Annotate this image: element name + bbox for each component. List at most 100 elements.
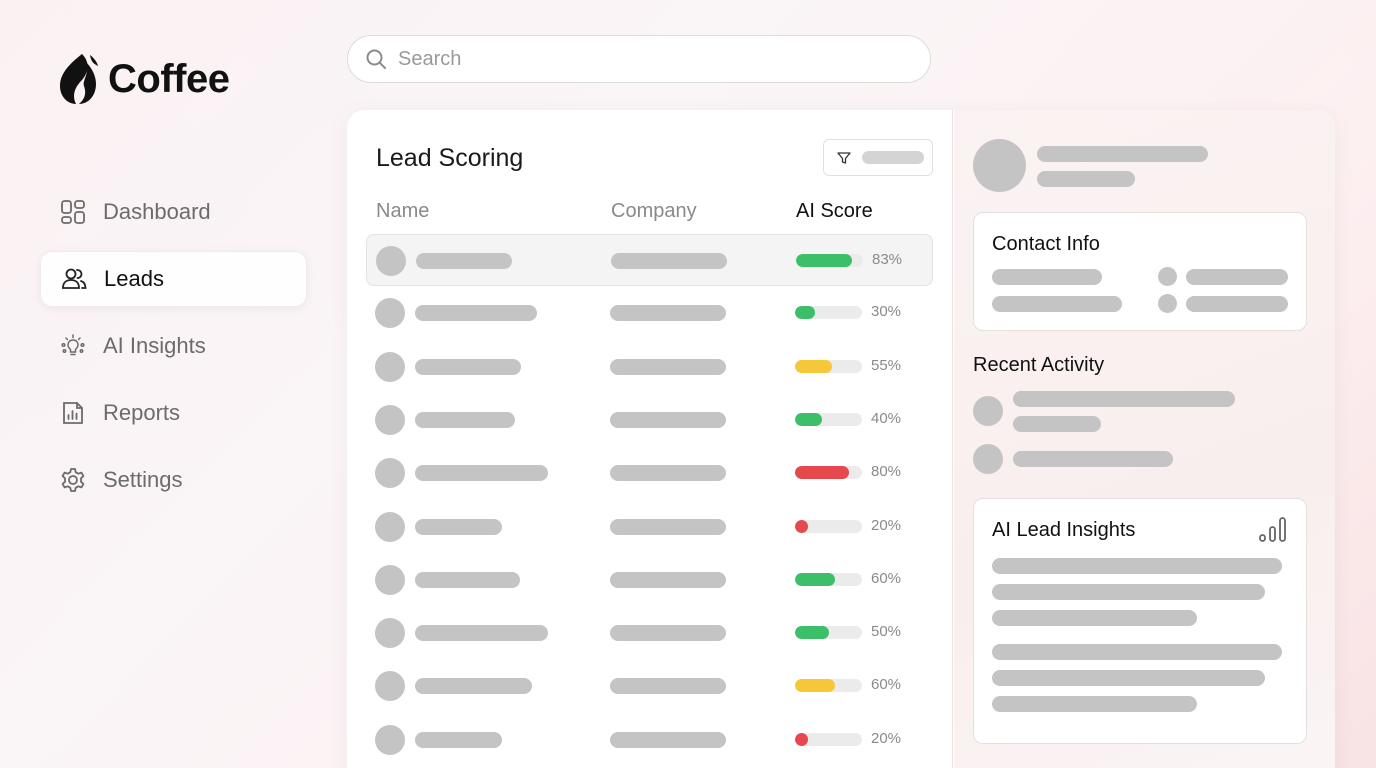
lead-name-placeholder bbox=[415, 731, 502, 748]
ai-score-bar bbox=[795, 359, 862, 373]
table-row[interactable]: 80% bbox=[366, 447, 933, 499]
ai-score-value: 60% bbox=[871, 676, 902, 694]
column-header-name[interactable]: Name bbox=[376, 200, 430, 222]
table-row[interactable]: 60% bbox=[366, 660, 933, 712]
dashboard-icon bbox=[59, 198, 87, 226]
search-input[interactable] bbox=[398, 47, 898, 71]
coffee-bean-flame-icon bbox=[60, 54, 98, 104]
company-name-placeholder bbox=[610, 625, 726, 642]
ai-score-bar bbox=[795, 306, 862, 320]
company-name-placeholder bbox=[610, 571, 726, 588]
lead-name-placeholder bbox=[415, 571, 520, 588]
lead-name-placeholder bbox=[415, 411, 515, 428]
column-header-company[interactable]: Company bbox=[611, 200, 697, 222]
contact-info-card: Contact Info bbox=[973, 212, 1307, 331]
sidebar-item-label: Leads bbox=[104, 266, 164, 291]
filter-button[interactable] bbox=[823, 139, 933, 176]
ai-score-bar-fill bbox=[795, 572, 836, 586]
filter-label-placeholder bbox=[862, 151, 924, 164]
table-row[interactable]: 83% bbox=[366, 234, 933, 286]
lead-name-placeholder bbox=[415, 678, 532, 695]
company-name-placeholder bbox=[610, 518, 726, 535]
lead-avatar bbox=[375, 564, 405, 595]
ai-score-bar-fill bbox=[795, 359, 832, 373]
filter-icon bbox=[837, 151, 851, 164]
lead-avatar bbox=[375, 511, 405, 542]
ai-score-bar-fill bbox=[796, 254, 852, 267]
table-row[interactable]: 60% bbox=[366, 554, 933, 606]
column-header-ai-score[interactable]: AI Score bbox=[796, 200, 873, 222]
company-name-placeholder bbox=[610, 358, 726, 375]
report-chart-icon bbox=[59, 399, 87, 427]
table-row[interactable]: 30% bbox=[366, 287, 933, 339]
contact-icon-placeholder bbox=[1158, 294, 1177, 313]
lead-avatar bbox=[375, 618, 405, 649]
bar-chart-icon[interactable] bbox=[1258, 515, 1288, 543]
lead-avatar bbox=[375, 298, 405, 329]
ai-score-bar-fill bbox=[795, 679, 836, 693]
insight-text-placeholder bbox=[992, 558, 1282, 574]
lead-name-placeholder bbox=[1037, 146, 1208, 162]
ai-score-bar-fill bbox=[795, 412, 822, 426]
ai-score-bar bbox=[795, 572, 862, 586]
ai-insights-title: AI Lead Insights bbox=[992, 519, 1136, 541]
table-row[interactable]: 20% bbox=[366, 501, 933, 553]
company-name-placeholder bbox=[610, 731, 726, 748]
lead-avatar bbox=[375, 671, 405, 702]
lead-avatar bbox=[375, 351, 405, 382]
company-name-placeholder bbox=[610, 465, 726, 482]
table-row[interactable]: 50% bbox=[366, 607, 933, 659]
contact-value-placeholder bbox=[1186, 296, 1288, 312]
ai-score-bar-fill bbox=[795, 626, 829, 640]
lead-avatar bbox=[376, 246, 406, 276]
sidebar-item-settings[interactable]: Settings bbox=[40, 452, 307, 508]
company-name-placeholder bbox=[611, 253, 727, 269]
ai-score-bar-fill bbox=[795, 466, 849, 480]
activity-avatar bbox=[973, 396, 1003, 426]
activity-text-placeholder bbox=[1013, 416, 1101, 432]
search-bar[interactable] bbox=[347, 35, 931, 83]
sidebar-item-label: Reports bbox=[103, 400, 181, 425]
ai-score-value: 80% bbox=[871, 463, 902, 481]
table-row[interactable]: 20% bbox=[366, 714, 933, 766]
sidebar-item-leads[interactable]: Leads bbox=[40, 251, 307, 307]
ai-score-bar bbox=[795, 679, 862, 693]
sidebar-item-reports[interactable]: Reports bbox=[40, 385, 307, 441]
lead-scoring-panel: Lead Scoring Name Company AI Score 83% 30… bbox=[347, 110, 953, 768]
lead-name-placeholder bbox=[415, 358, 521, 375]
sidebar-item-label: Dashboard bbox=[103, 199, 211, 224]
lead-title-placeholder bbox=[1037, 171, 1135, 187]
lead-name-placeholder bbox=[415, 625, 548, 642]
ai-score-bar bbox=[796, 254, 863, 267]
table-row[interactable]: 40% bbox=[366, 394, 933, 446]
users-icon bbox=[60, 265, 88, 293]
company-name-placeholder bbox=[610, 678, 726, 695]
ai-score-value: 20% bbox=[871, 516, 902, 534]
app-logo[interactable]: Coffee bbox=[56, 52, 230, 106]
insight-text-placeholder bbox=[992, 670, 1265, 686]
ai-score-bar bbox=[795, 626, 862, 640]
insight-text-placeholder bbox=[992, 696, 1197, 712]
ai-score-bar bbox=[795, 466, 862, 480]
ai-score-bar-fill bbox=[795, 732, 809, 746]
activity-text-placeholder bbox=[1013, 391, 1235, 407]
company-name-placeholder bbox=[610, 411, 726, 428]
ai-score-bar bbox=[795, 519, 862, 533]
sidebar-item-label: AI Insights bbox=[103, 333, 206, 358]
lead-name-placeholder bbox=[415, 305, 537, 322]
sidebar-item-ai-insights[interactable]: AI Insights bbox=[40, 318, 307, 374]
ai-score-value: 83% bbox=[872, 251, 903, 268]
ai-score-bar bbox=[795, 412, 862, 426]
contact-value-placeholder bbox=[1186, 269, 1288, 285]
lead-avatar bbox=[375, 458, 405, 489]
insight-text-placeholder bbox=[992, 610, 1197, 626]
contact-icon-placeholder bbox=[1158, 267, 1177, 286]
lead-avatar bbox=[973, 139, 1026, 192]
lead-scoring-card: Lead Scoring Name Company AI Score 83% 30… bbox=[347, 110, 1335, 768]
sidebar-item-dashboard[interactable]: Dashboard bbox=[40, 184, 307, 240]
contact-info-title: Contact Info bbox=[992, 233, 1100, 255]
recent-activity-title: Recent Activity bbox=[973, 354, 1105, 376]
activity-text-placeholder bbox=[1013, 451, 1173, 467]
table-row[interactable]: 55% bbox=[366, 341, 933, 393]
ai-score-value: 55% bbox=[871, 356, 902, 374]
